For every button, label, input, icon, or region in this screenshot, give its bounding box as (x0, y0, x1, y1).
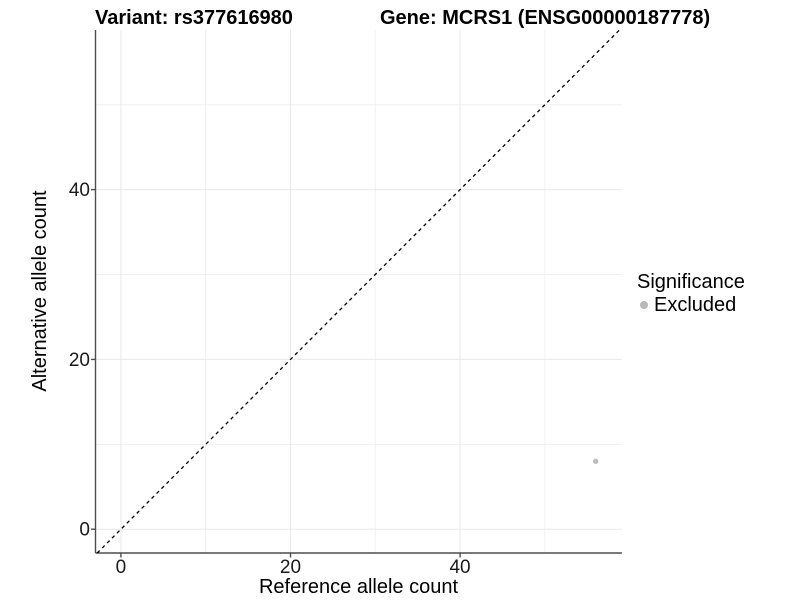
legend: Significance Excluded (632, 271, 745, 317)
legend-key-dot (640, 301, 648, 309)
legend-item-excluded: Excluded (632, 293, 745, 317)
data-point (593, 458, 599, 465)
y-tick-label: 20 (69, 350, 90, 371)
x-tick-label: 20 (280, 557, 301, 578)
plot-title-variant: Variant: rs377616980 (95, 7, 293, 29)
x-tick-label: 0 (116, 557, 127, 578)
plot-title-gene: Gene: MCRS1 (ENSG00000187778) (380, 7, 711, 29)
legend-title: Significance (637, 271, 745, 293)
y-axis-title: Alternative allele count (29, 190, 51, 392)
x-tick-label: 40 (449, 557, 470, 578)
y-tick-label: 0 (79, 520, 90, 541)
identity-line (96, 29, 620, 554)
y-tick-label: 40 (69, 180, 90, 201)
legend-item-label: Excluded (654, 293, 737, 316)
x-axis-title: Reference allele count (258, 576, 458, 598)
